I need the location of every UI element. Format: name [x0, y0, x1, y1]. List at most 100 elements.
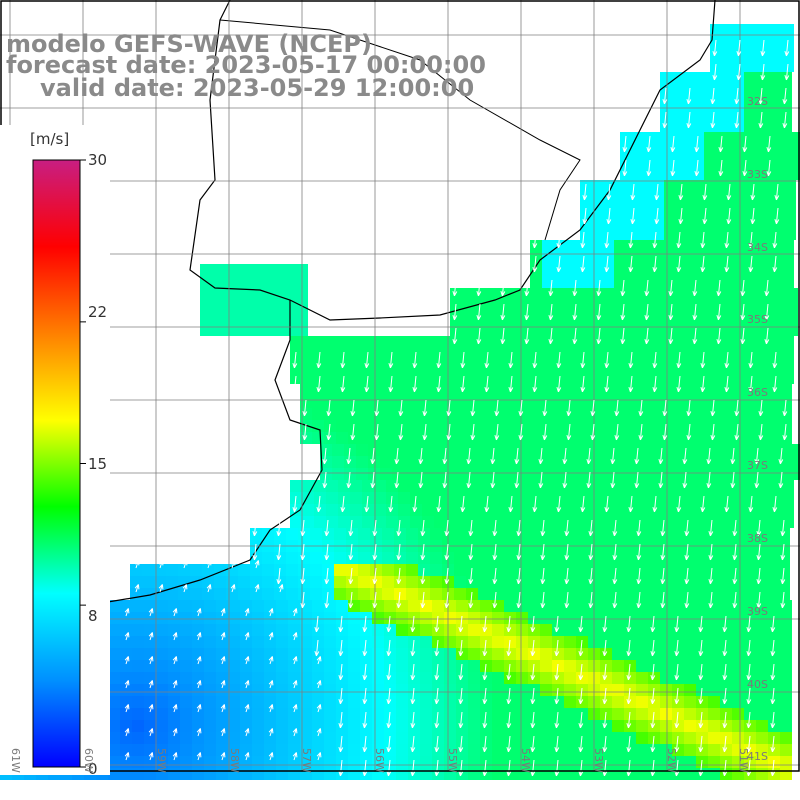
wind-arrow: [396, 591, 402, 609]
wind-cell: [786, 324, 798, 336]
wind-cell: [492, 768, 504, 780]
wind-cell: [786, 300, 798, 312]
wind-cell: [374, 348, 386, 360]
wind-arrow: [736, 63, 742, 81]
wind-cell: [410, 516, 422, 528]
wind-arrow: [644, 279, 650, 297]
wind-cell: [628, 228, 640, 240]
wind-arrow: [606, 183, 612, 201]
wind-cell: [558, 324, 570, 336]
wind-cell: [406, 564, 418, 576]
wind-cell: [518, 360, 530, 372]
wind-cell: [312, 396, 324, 408]
wind-cell: [776, 144, 788, 156]
wind-arrow: [698, 759, 704, 777]
wind-cell: [276, 744, 288, 756]
wind-arrow: [278, 584, 284, 593]
wind-arrow: [500, 279, 506, 297]
wind-cell: [590, 264, 602, 276]
wind-cell: [688, 192, 700, 204]
wind-arrow: [388, 375, 394, 393]
wind-cell: [326, 372, 338, 384]
wind-cell: [696, 72, 708, 84]
wind-cell: [636, 660, 648, 672]
wind-arrow: [436, 351, 442, 369]
wind-cell: [500, 444, 512, 456]
wind-cell: [524, 468, 536, 480]
wind-cell: [288, 720, 300, 732]
wind-cell: [662, 360, 674, 372]
wind-cell: [494, 372, 506, 384]
wind-cell: [660, 684, 672, 696]
wind-cell: [786, 312, 798, 324]
wind-cell: [662, 372, 674, 384]
wind-cell: [478, 576, 490, 588]
wind-cell: [602, 276, 614, 288]
wind-cell: [768, 420, 780, 432]
wind-arrow: [172, 656, 178, 665]
wind-cell: [672, 108, 684, 120]
wind-cell: [576, 420, 588, 432]
wind-cell: [636, 612, 648, 624]
wind-cell: [592, 204, 604, 216]
wind-arrow: [508, 375, 514, 393]
wind-cell: [108, 744, 120, 756]
wind-cell: [564, 744, 576, 756]
wind-cell: [486, 312, 498, 324]
wind-cell: [756, 684, 768, 696]
wind-cell: [240, 708, 252, 720]
wind-cell: [564, 708, 576, 720]
wind-cell: [434, 516, 446, 528]
wind-cell: [718, 588, 730, 600]
wind-cell: [348, 648, 360, 660]
wind-cell: [502, 588, 514, 600]
wind-cell: [492, 636, 504, 648]
wind-arrow: [754, 471, 760, 489]
wind-arrow: [724, 375, 730, 393]
forecast-date: forecast date: 2023-05-17 00:00:00: [6, 51, 486, 79]
wind-cell: [422, 516, 434, 528]
wind-cell: [516, 660, 528, 672]
wind-arrow: [316, 704, 322, 713]
wind-cell: [758, 252, 770, 264]
wind-cell: [216, 696, 228, 708]
wind-arrow: [420, 591, 426, 609]
wind-cell: [500, 468, 512, 480]
wind-cell: [458, 480, 470, 492]
wind-cell: [552, 396, 564, 408]
wind-arrow: [362, 663, 368, 681]
wind-cell: [688, 204, 700, 216]
wind-cell: [192, 768, 204, 780]
wind-arrow: [756, 519, 762, 537]
wind-cell: [108, 624, 120, 636]
wind-cell: [582, 300, 594, 312]
wind-cell: [606, 324, 618, 336]
wind-cell: [408, 420, 420, 432]
wind-cell: [578, 336, 590, 348]
wind-arrow: [252, 519, 258, 537]
wind-arrow: [578, 735, 584, 753]
wind-cell: [684, 720, 696, 732]
wind-cell: [132, 720, 144, 732]
wind-cell: [718, 576, 730, 588]
wind-cell: [286, 588, 298, 600]
wind-arrow: [434, 663, 440, 681]
wind-cell: [168, 696, 180, 708]
wind-cell: [334, 588, 346, 600]
wind-arrow: [784, 39, 790, 57]
wind-cell: [458, 516, 470, 528]
wind-cell: [410, 336, 422, 348]
wind-arrow: [698, 687, 704, 705]
wind-arrow: [668, 327, 674, 345]
wind-cell: [454, 552, 466, 564]
wind-cell: [300, 612, 312, 624]
wind-cell: [614, 516, 626, 528]
wind-arrow: [564, 519, 570, 537]
wind-cell: [360, 408, 372, 420]
wind-cell: [310, 552, 322, 564]
wind-cell: [142, 588, 154, 600]
wind-cell: [456, 420, 468, 432]
wind-arrow: [386, 639, 392, 657]
wind-cell: [686, 264, 698, 276]
wind-arrow: [220, 752, 226, 761]
